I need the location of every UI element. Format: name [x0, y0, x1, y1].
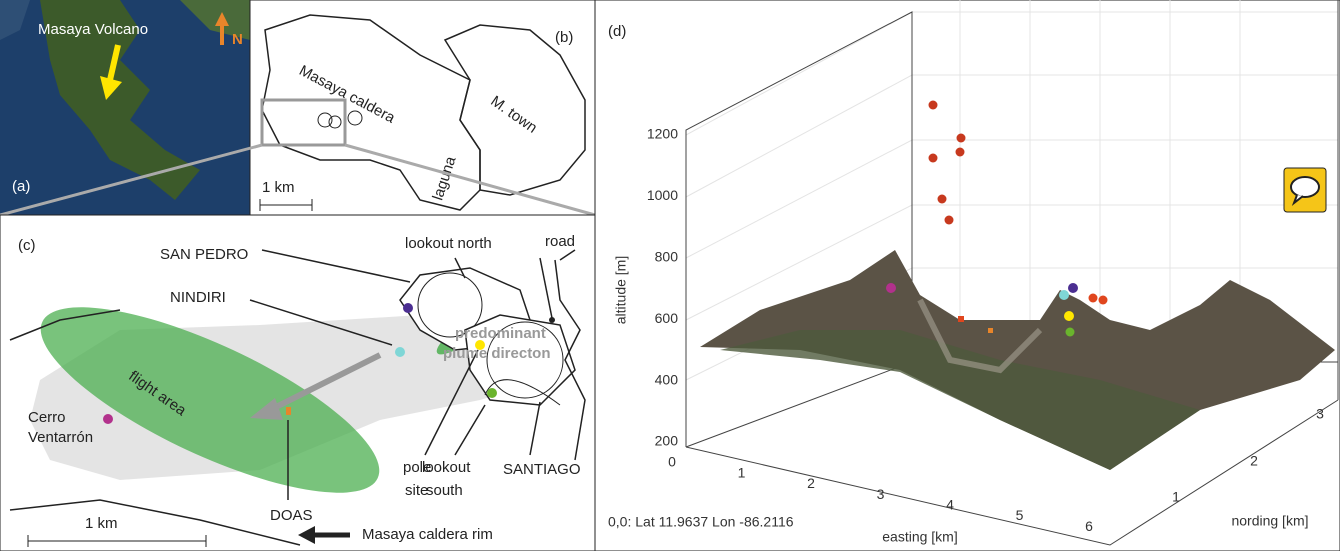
tick-label: 800: [655, 249, 679, 265]
tick-label: 3: [1316, 406, 1324, 422]
north-label: N: [232, 31, 243, 48]
axis-title: altitude [m]: [613, 256, 629, 324]
comment-button[interactable]: [1283, 167, 1327, 213]
rim-label: Masaya caldera rim: [362, 526, 493, 543]
plume-label: plume directon: [443, 345, 551, 362]
tick-label: 400: [655, 371, 679, 387]
site-label: SAN PEDRO: [160, 246, 248, 263]
tick-label: 600: [655, 310, 679, 326]
tick-label: 200: [655, 433, 679, 449]
site-label: lookout: [422, 459, 471, 476]
tick-label: 0: [668, 454, 676, 470]
tick-label: 1: [738, 464, 746, 480]
scale-label: 1 km: [262, 179, 295, 196]
tick-label: 6: [1085, 518, 1093, 534]
panel-a: Masaya Volcano N (a): [0, 0, 250, 215]
tick-label: 2: [1250, 453, 1258, 469]
plume-label: predominant: [455, 325, 546, 342]
axis-title: easting [km]: [882, 529, 957, 545]
site-label: DOAS: [270, 507, 313, 524]
site-label: Cerro: [28, 409, 66, 426]
panel-label: (a): [12, 178, 30, 195]
site-label: Ventarrón: [28, 429, 93, 446]
tick-label: 2: [807, 475, 815, 491]
scale-label: 1 km: [85, 515, 118, 532]
panel-label: (c): [18, 237, 36, 254]
panel-b: Masaya caldera M. town laguna (b) 1 km: [0, 0, 596, 217]
tick-label: 3: [877, 486, 885, 502]
axis-title: nording [km]: [1231, 513, 1308, 529]
tick-label: 1200: [647, 126, 678, 142]
site-label: SANTIAGO: [503, 461, 581, 478]
site-label: south: [426, 482, 463, 499]
tick-label: 5: [1016, 507, 1024, 523]
panel-label: (d): [608, 23, 626, 40]
tick-label: 4: [946, 497, 954, 513]
panel-d: (d) altitude [m] 1200 1000 800 600 400 200 0 1 2…: [594, 0, 1340, 552]
site-label: NINDIRI: [170, 289, 226, 306]
site-label: site: [405, 482, 428, 499]
site-label: lookout north: [405, 235, 492, 252]
site-label: pole: [403, 459, 431, 476]
origin-label: 0,0: Lat 11.9637 Lon -86.2116: [608, 514, 794, 530]
panel-label: (b): [555, 29, 573, 46]
panel-c: (c) SAN PEDRO NINDIRI lookout north road…: [0, 214, 596, 552]
tick-label: 1000: [647, 187, 678, 203]
tick-label: 1: [1172, 489, 1180, 505]
volcano-label: Masaya Volcano: [38, 21, 148, 38]
site-label: road: [545, 233, 575, 250]
markers: [886, 100, 1108, 337]
